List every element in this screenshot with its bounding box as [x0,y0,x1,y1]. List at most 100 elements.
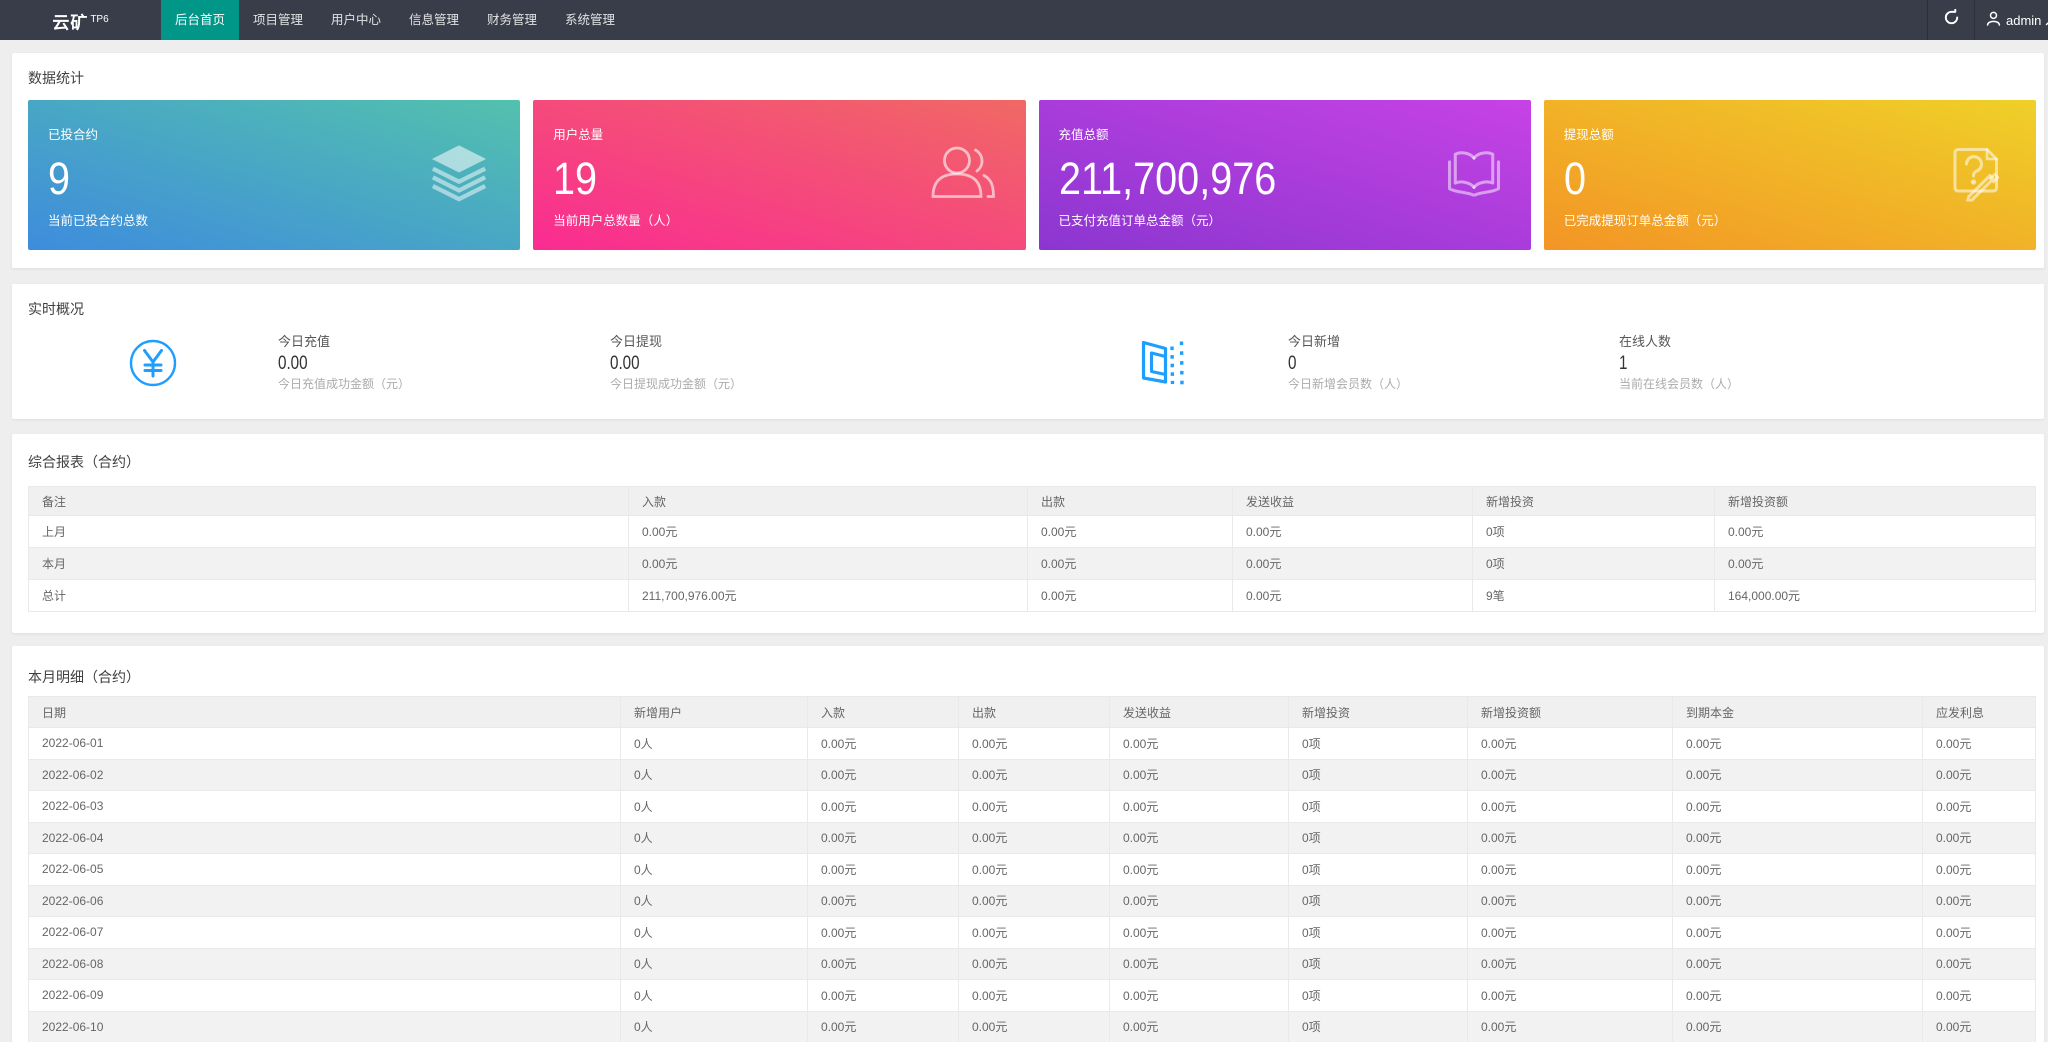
table-cell: 0人 [620,821,808,854]
door-icon [1139,339,1187,387]
table-cell: 0.00元 [1467,947,1673,980]
table-cell: 0.00元 [1672,979,1923,1012]
table-cell: 0.00元 [1027,515,1233,548]
column-header: 发送收益 [1232,486,1473,516]
table-cell: 0.00元 [958,727,1110,760]
user-icon [1986,11,2001,29]
menu-item-home[interactable]: 后台首页 [161,0,239,40]
card-label: 充值总额 [1058,128,1109,142]
table-cell: 0.00元 [958,947,1110,980]
layers-icon [428,144,490,207]
table-cell: 0项 [1288,884,1468,917]
table-cell: 0项 [1288,979,1468,1012]
table-cell: 0.00元 [1027,547,1233,580]
table-cell: 0.00元 [1922,916,2036,949]
month-detail-panel: 本月明细（合约） 日期 新增用户 入款 出款 发送收益 新增投资 新增投资额 到期本金 应发利息… [12,646,2044,1042]
table-row: 2022-06-04 0人 0.00元 0.00元 0.00元 0项 0.00元 0.00元 0… [28,821,2036,854]
table-cell: 2022-06-04 [28,821,621,854]
table-cell: 0人 [620,916,808,949]
yen-circle-icon [129,339,177,387]
card-desc: 已支付充值订单总金额（元） [1058,214,1222,228]
table-cell: 0项 [1288,947,1468,980]
table-cell: 0.00元 [1109,758,1289,791]
card-value: 0 [1563,152,1586,204]
card-value: 211,700,976 [1058,152,1276,204]
table-cell: 0.00元 [1109,947,1289,980]
table-cell: 0.00元 [1672,884,1923,917]
table-cell: 0项 [1288,821,1468,854]
menu-item-information[interactable]: 信息管理 [408,13,459,27]
table-cell: 0人 [620,1010,808,1042]
table-cell: 0.00元 [1467,790,1673,823]
realtime-panel: 实时概况 今日充值 0.00 今日充值成功金额（元） 今日提现 0.00 今日提… [12,284,2044,419]
table-cell: 0项 [1288,1010,1468,1042]
table-cell: 0.00元 [1922,947,2036,980]
realtime-label: 在线人数 [1619,334,1672,349]
table-row: 本月 0.00元 0.00元 0.00元 0项 0.00元 [28,547,2036,580]
detail-panel-title: 本月明细（合约） [28,669,140,685]
realtime-panel-title: 实时概况 [28,301,84,317]
table-cell: 0.00元 [807,853,959,886]
table-row: 2022-06-01 0人 0.00元 0.00元 0.00元 0项 0.00元 0.00元 0… [28,727,2036,760]
table-cell: 0.00元 [958,853,1110,886]
card-value: 9 [48,152,71,204]
table-cell: 0.00元 [807,884,959,917]
table-cell: 0人 [620,947,808,980]
table-cell: 0.00元 [1672,1010,1923,1042]
table-cell: 0人 [620,758,808,791]
table-cell: 0人 [620,727,808,760]
menu-item-user-center[interactable]: 用户中心 [330,13,381,27]
table-cell: 0.00元 [1232,515,1473,548]
table-cell: 0.00元 [1109,727,1289,760]
realtime-label: 今日新增 [1288,334,1341,349]
table-cell: 0.00元 [1467,853,1673,886]
table-cell: 9笔 [1472,579,1715,612]
user-menu[interactable]: admin [1975,0,2048,40]
card-desc: 当前用户总数量（人） [553,214,679,228]
table-cell: 0.00元 [1672,853,1923,886]
table-cell: 0.00元 [628,547,1028,580]
menu-item-system[interactable]: 系统管理 [564,13,615,27]
card-value: 19 [553,152,598,204]
stats-panel: 数据统计 已投合约 9 当前已投合约总数 用户总量 19 当前用户总数量（人） [12,53,2044,268]
table-cell: 0.00元 [1232,547,1473,580]
table-cell: 0.00元 [1467,979,1673,1012]
table-cell: 0.00元 [628,515,1028,548]
column-header: 出款 [958,696,1110,728]
detail-table: 日期 新增用户 入款 出款 发送收益 新增投资 新增投资额 到期本金 应发利息 2022-06-… [28,696,2036,1042]
table-cell: 211,700,976.00元 [628,579,1028,612]
table-cell: 0.00元 [1109,1010,1289,1042]
table-row: 2022-06-07 0人 0.00元 0.00元 0.00元 0项 0.00元 0.00元 0… [28,916,2036,949]
realtime-desc: 今日充值成功金额（元） [278,377,411,391]
table-row: 2022-06-10 0人 0.00元 0.00元 0.00元 0项 0.00元 0.00元 0… [28,1010,2036,1042]
table-cell: 0.00元 [958,916,1110,949]
table-cell: 0.00元 [1714,515,2036,548]
table-cell: 0.00元 [807,1010,959,1042]
column-header: 入款 [807,696,959,728]
menu-item-finance[interactable]: 财务管理 [486,13,537,27]
table-row: 上月 0.00元 0.00元 0.00元 0项 0.00元 [28,515,2036,548]
realtime-desc: 今日提现成功金额（元） [610,377,743,391]
table-cell: 0.00元 [1672,758,1923,791]
main-menu: 后台首页 项目管理 用户中心 信息管理 财务管理 系统管理 [161,0,629,40]
table-cell: 0.00元 [1922,884,2036,917]
table-cell: 0.00元 [1672,916,1923,949]
app-logo-version: TP6 [90,14,109,25]
table-row: 2022-06-08 0人 0.00元 0.00元 0.00元 0项 0.00元 0.00元 0… [28,947,2036,980]
column-header: 新增投资 [1472,486,1715,516]
refresh-button[interactable] [1928,0,1974,40]
summary-table-header: 备注 入款 出款 发送收益 新增投资 新增投资额 [28,486,2036,516]
table-cell: 2022-06-02 [28,758,621,791]
book-icon [1447,149,1501,202]
table-cell: 0人 [620,884,808,917]
table-cell: 0.00元 [1672,947,1923,980]
realtime-desc: 当前在线会员数（人） [1619,377,1740,391]
table-cell: 2022-06-10 [28,1010,621,1042]
realtime-item-withdraw: 今日提现 0.00 今日提现成功金额（元） [610,332,742,394]
app-logo[interactable]: 云矿 TP6 [52,13,109,33]
table-cell: 0.00元 [1467,1010,1673,1042]
menu-item-projects[interactable]: 项目管理 [252,13,303,27]
table-cell: 0项 [1288,758,1468,791]
table-cell: 0.00元 [807,821,959,854]
table-cell: 2022-06-06 [28,884,621,917]
